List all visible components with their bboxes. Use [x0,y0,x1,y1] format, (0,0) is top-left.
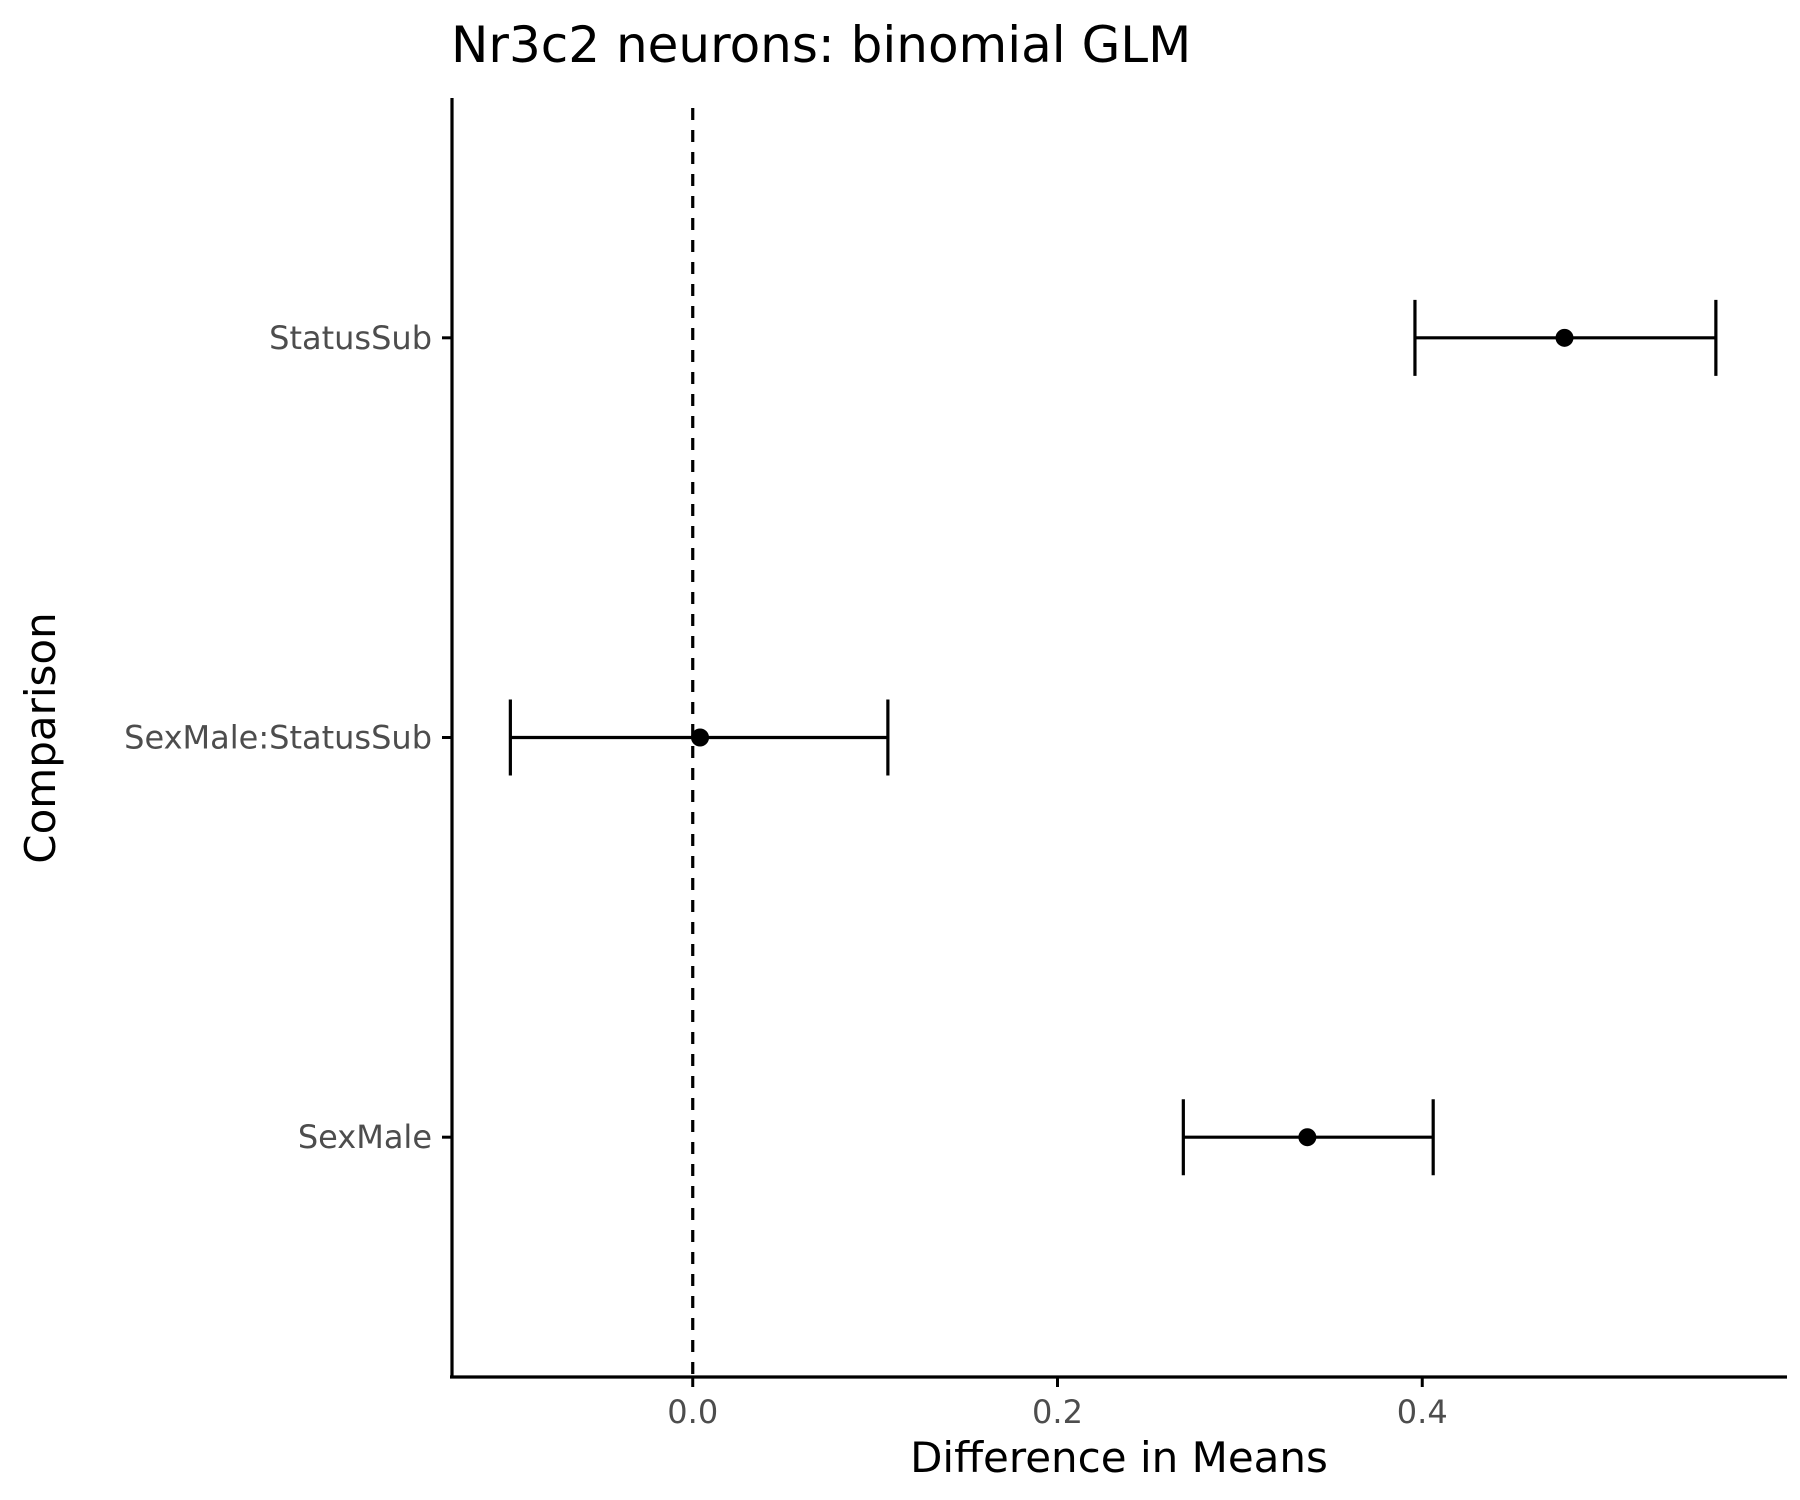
x-tick-label: 0.0 [667,1393,718,1431]
y-axis-title: Comparison [16,612,65,863]
x-tick-label: 0.2 [1032,1393,1083,1431]
chart-title: Nr3c2 neurons: binomial GLM [451,16,1191,74]
plot-area [508,108,1718,1377]
estimate-point [1555,328,1574,347]
x-tick-label: 0.4 [1397,1393,1448,1431]
y-tick-label: StatusSub [269,319,432,357]
axis-ticks: StatusSub SexMale:StatusSub SexMale 0.0 0.2 0… [124,319,1448,1431]
y-tick-label: SexMale:StatusSub [124,719,432,757]
y-tick-label: SexMale [298,1118,432,1156]
x-axis-title: Difference in Means [910,1433,1328,1482]
estimate-point [1298,1128,1317,1147]
estimate-point [691,728,710,747]
